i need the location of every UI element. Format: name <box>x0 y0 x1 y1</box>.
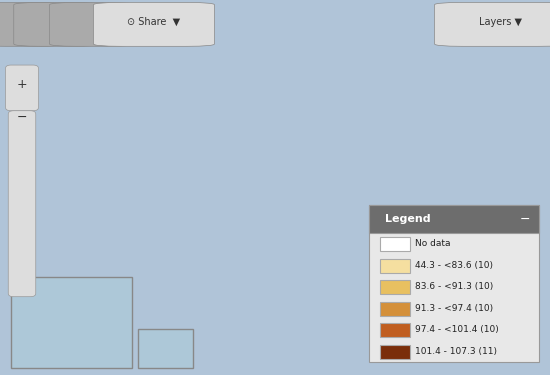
Bar <box>379 259 410 273</box>
FancyBboxPatch shape <box>94 3 214 46</box>
Text: Layers ▼: Layers ▼ <box>479 17 522 27</box>
FancyBboxPatch shape <box>8 111 36 297</box>
Text: No data: No data <box>415 239 451 248</box>
FancyBboxPatch shape <box>368 206 539 362</box>
FancyBboxPatch shape <box>0 3 63 46</box>
FancyBboxPatch shape <box>6 65 38 111</box>
Bar <box>379 302 410 316</box>
Text: 91.3 - <97.4 (10): 91.3 - <97.4 (10) <box>415 304 493 313</box>
FancyBboxPatch shape <box>368 206 539 233</box>
Bar <box>379 323 410 337</box>
Text: +: + <box>16 78 28 91</box>
Text: 97.4 - <101.4 (10): 97.4 - <101.4 (10) <box>415 325 499 334</box>
Text: ⊙ Share  ▼: ⊙ Share ▼ <box>128 17 180 27</box>
Text: Legend: Legend <box>385 214 431 224</box>
FancyBboxPatch shape <box>14 3 99 46</box>
Bar <box>379 237 410 251</box>
FancyBboxPatch shape <box>11 277 132 369</box>
Bar <box>379 345 410 359</box>
Text: −: − <box>520 213 531 225</box>
FancyBboxPatch shape <box>50 3 135 46</box>
Bar <box>379 280 410 294</box>
Text: 101.4 - 107.3 (11): 101.4 - 107.3 (11) <box>415 347 497 356</box>
Text: −: − <box>16 111 28 124</box>
Text: 44.3 - <83.6 (10): 44.3 - <83.6 (10) <box>415 261 493 270</box>
Text: 83.6 - <91.3 (10): 83.6 - <91.3 (10) <box>415 282 493 291</box>
FancyBboxPatch shape <box>434 3 550 46</box>
FancyBboxPatch shape <box>138 329 192 369</box>
